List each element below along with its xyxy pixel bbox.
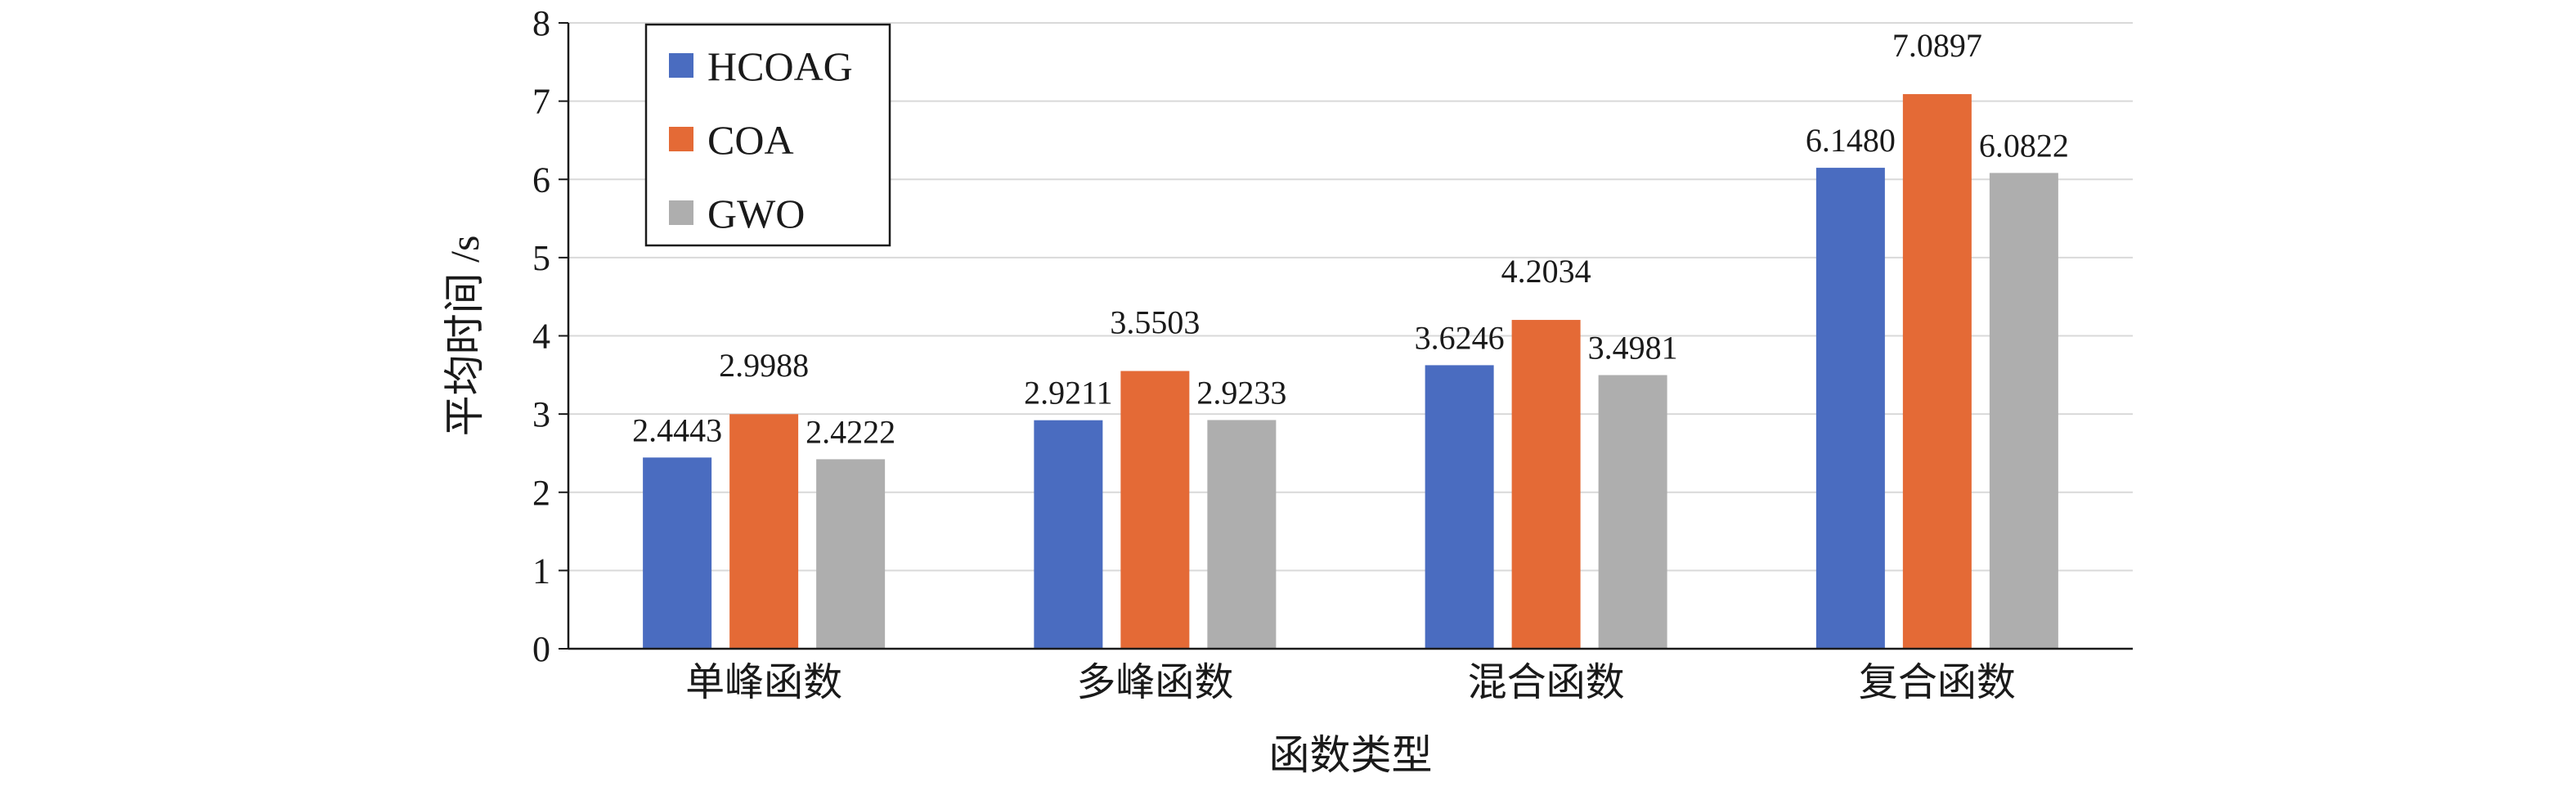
data-label: 6.1480	[1806, 122, 1896, 159]
bar-coa	[729, 414, 799, 649]
data-label: 7.0897	[1892, 27, 1982, 64]
y-tick-label: 7	[532, 82, 550, 122]
data-label: 3.4981	[1588, 329, 1678, 366]
y-tick-label: 6	[532, 160, 550, 200]
bar-hcoag	[643, 457, 712, 649]
bar-coa	[1511, 320, 1581, 649]
bar-gwo	[1598, 375, 1667, 649]
data-label: 6.0822	[1979, 127, 2069, 164]
y-axis-title: 平均时间 /s	[442, 236, 487, 437]
legend-label: GWO	[707, 191, 805, 236]
bar-hcoag	[1425, 365, 1494, 649]
data-label: 3.5503	[1110, 304, 1200, 341]
data-label: 2.9988	[719, 347, 809, 384]
data-label: 2.4443	[632, 411, 722, 448]
x-category-label: 混合函数	[1468, 661, 1625, 704]
bar-coa	[1120, 371, 1190, 649]
bar-coa	[1902, 94, 1972, 650]
y-tick-label: 5	[532, 238, 550, 278]
data-label: 2.4222	[806, 413, 895, 450]
data-label: 4.2034	[1501, 253, 1591, 290]
legend-label: COA	[707, 117, 794, 163]
legend: HCOAG COA GWO	[644, 23, 891, 247]
legend-label: HCOAG	[707, 43, 853, 89]
x-category-label: 单峰函数	[685, 661, 842, 704]
legend-swatch-hcoag	[669, 53, 693, 78]
y-tick-label: 0	[532, 629, 550, 669]
x-axis-title: 函数类型	[1269, 732, 1433, 778]
x-category-label: 复合函数	[1859, 661, 2016, 704]
bar-hcoag	[1815, 168, 1885, 649]
y-tick-label: 4	[532, 317, 550, 357]
bar-gwo	[1207, 420, 1277, 649]
axes	[559, 22, 2133, 650]
bar-gwo	[1989, 173, 2058, 649]
bars	[643, 94, 2058, 650]
y-tick-label: 2	[532, 473, 550, 513]
y-tick-label: 1	[532, 551, 550, 591]
legend-swatch-coa	[669, 127, 693, 151]
data-label: 2.9233	[1196, 374, 1286, 411]
data-labels: 2.4443 2.9988 2.4222 2.9211 3.5503 2.9233 3.62…	[632, 27, 2069, 450]
legend-swatch-gwo	[669, 200, 693, 225]
x-category-label: 多峰函数	[1076, 661, 1233, 704]
y-tick-label: 3	[532, 394, 550, 434]
y-tick-label: 8	[532, 3, 550, 43]
bar-hcoag	[1034, 420, 1103, 649]
bar-gwo	[816, 459, 886, 649]
tick-labels: 0 1 2 3 4 5 6 7 8 单峰函数 多峰函数 混合函数 复合函数	[532, 3, 2016, 704]
data-label: 2.9211	[1024, 375, 1113, 411]
data-label: 3.6246	[1415, 319, 1505, 356]
